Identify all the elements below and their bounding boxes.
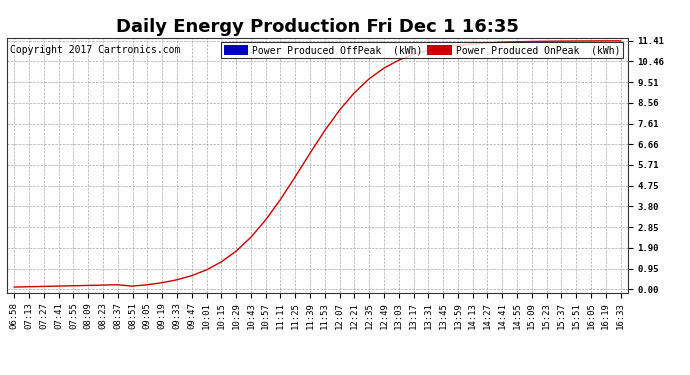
Title: Daily Energy Production Fri Dec 1 16:35: Daily Energy Production Fri Dec 1 16:35 — [116, 18, 519, 36]
Text: Copyright 2017 Cartronics.com: Copyright 2017 Cartronics.com — [10, 45, 180, 55]
Legend: Power Produced OffPeak  (kWh), Power Produced OnPeak  (kWh): Power Produced OffPeak (kWh), Power Prod… — [221, 42, 623, 58]
